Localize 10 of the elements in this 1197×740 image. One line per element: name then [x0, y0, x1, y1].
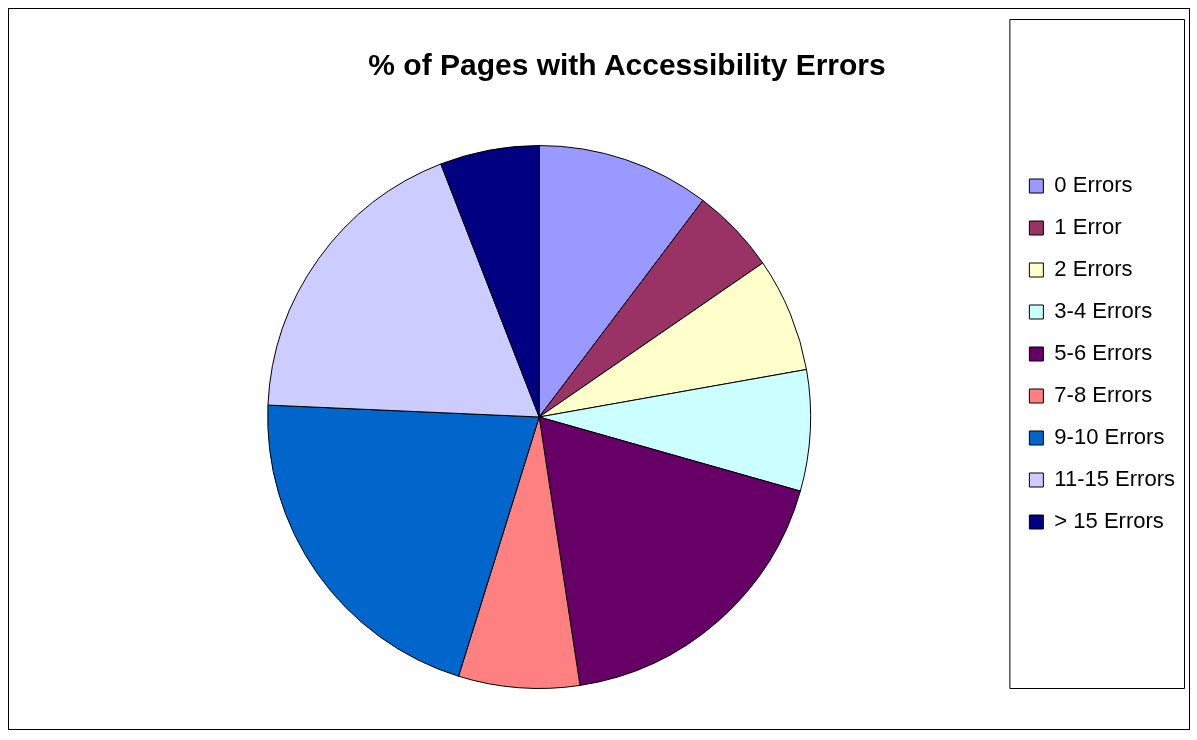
legend-label: 0 Errors — [1054, 172, 1133, 198]
legend-label: > 15 Errors — [1054, 508, 1164, 534]
legend-label: 7-8 Errors — [1054, 382, 1153, 408]
legend-label: 2 Errors — [1054, 256, 1133, 282]
legend-label: 11-15 Errors — [1054, 466, 1176, 492]
legend-label: 1 Error — [1054, 214, 1122, 240]
text: % of Pages with Accessibility Errors — [368, 48, 886, 82]
legend-label: 9-10 Errors — [1054, 424, 1165, 450]
legend-label: 5-6 Errors — [1054, 340, 1153, 366]
legend-label: 3-4 Errors — [1054, 298, 1153, 324]
